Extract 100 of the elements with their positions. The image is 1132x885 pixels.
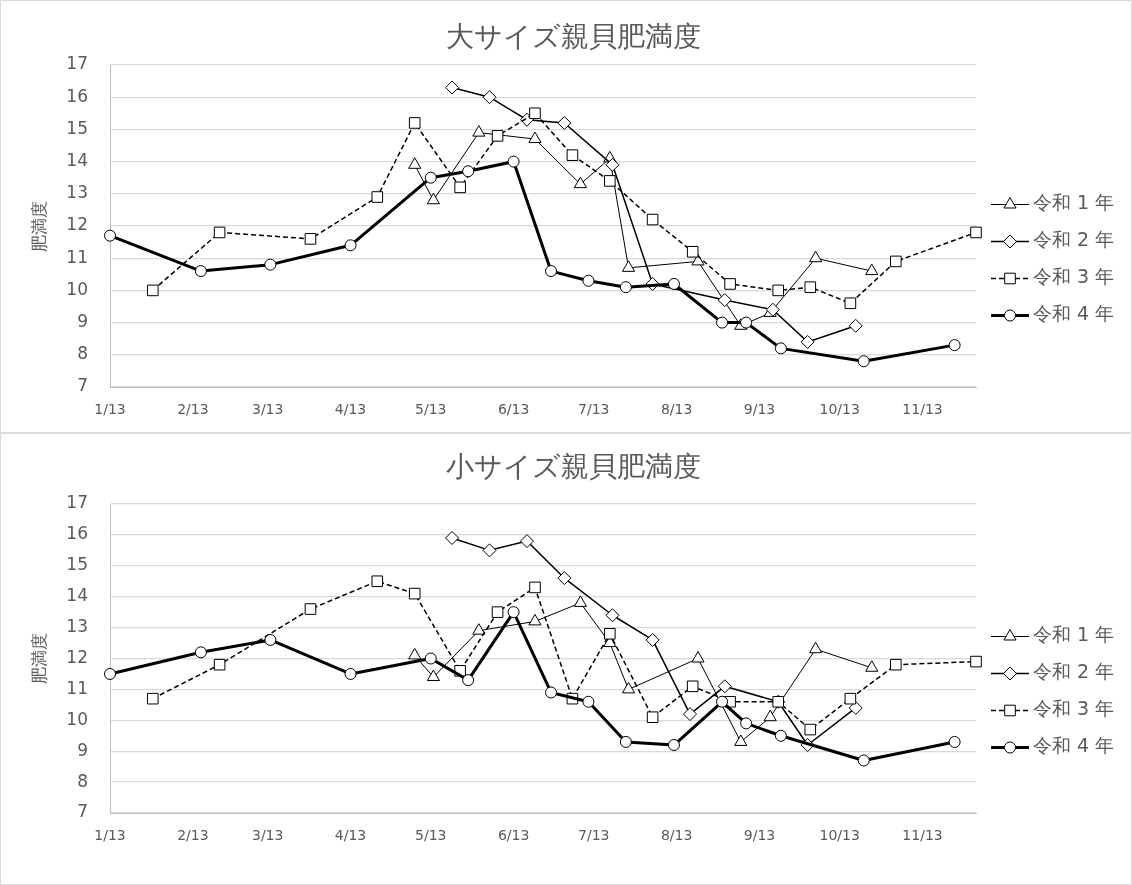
y-tick-label: 17 [66,492,88,513]
x-tick-label: 6/13 [497,827,530,844]
point [605,157,620,172]
point [408,157,422,169]
x-tick-label: 8/13 [660,401,693,418]
point [604,627,616,640]
y-tick-label: 13 [66,182,88,203]
point [724,278,736,290]
point [772,695,785,708]
point [800,334,815,349]
legend-label: 令和 1 年 [1033,623,1115,646]
point [573,595,587,607]
legend-label: 令和 1 年 [1033,191,1115,214]
y-tick-label: 10 [66,708,88,729]
point [264,633,277,646]
point [462,165,475,178]
point [545,265,558,278]
point [857,355,870,368]
point [646,213,659,226]
point [582,695,595,708]
point [740,717,753,730]
point [557,115,572,130]
x-tick-label: 10/13 [819,401,860,418]
y-tick-label: 15 [66,117,88,138]
x-tick-label: 6/13 [497,401,530,418]
point [472,125,486,137]
point [491,606,504,618]
x-tick-label: 8/13 [660,827,693,844]
x-tick-label: 9/13 [743,827,776,844]
point [716,316,729,329]
point [454,181,466,194]
y-tick-label: 8 [77,770,88,791]
y-tick-label: 8 [77,343,88,364]
point [774,729,787,742]
x-tick-label: 2/13 [177,401,209,418]
point [264,258,277,271]
point [491,130,504,142]
point [371,191,384,203]
point [304,603,317,615]
point [686,680,699,693]
y-tick-label: 14 [66,150,88,171]
point [970,655,982,668]
x-tick-label: 11/13 [902,827,943,844]
point [528,131,542,144]
point [528,613,542,626]
y-tick-label: 11 [66,246,88,267]
point [462,674,475,687]
point [844,297,857,310]
x-tick-label: 1/13 [94,827,126,844]
legend-label: 令和 3 年 [1033,697,1115,720]
point [948,735,961,748]
point [557,571,572,586]
point [621,260,636,272]
point [566,149,579,161]
y-tick-label: 11 [66,677,88,698]
point [426,192,440,205]
y-tick-label: 12 [66,646,88,667]
y-tick-label: 7 [77,375,88,396]
point [426,669,440,682]
point [472,623,486,635]
point [772,284,785,297]
point [507,606,520,619]
point [482,543,497,558]
point [857,754,870,767]
legend-label: 令和 2 年 [1033,660,1115,683]
y-axis-title: 肥満度 [28,200,49,252]
point [645,632,660,647]
legend-label: 令和 4 年 [1033,302,1115,325]
point [619,281,632,294]
point [804,281,817,293]
point [507,155,520,168]
point [763,709,777,722]
x-tick-label: 9/13 [743,401,776,418]
y-tick-label: 12 [66,214,88,235]
point [424,652,437,665]
point [573,176,587,189]
y-tick-label: 14 [66,585,88,606]
y-tick-label: 16 [66,85,88,106]
x-tick-label: 4/13 [334,401,367,418]
y-tick-label: 9 [77,739,88,760]
y-axis-title: 肥満度 [28,633,49,684]
point [774,342,787,355]
x-tick-label: 5/13 [415,401,447,418]
point [691,651,705,663]
point [865,660,879,672]
point [424,171,437,184]
x-tick-label: 7/13 [578,401,610,418]
point [844,692,857,705]
x-tick-label: 3/13 [251,827,284,844]
x-tick-label: 1/13 [94,401,126,418]
point [605,608,620,623]
point [865,263,879,276]
chart-title: 小サイズ親貝肥満度 [444,450,702,484]
point [619,735,632,748]
point [948,339,961,352]
x-tick-label: 7/13 [578,827,610,844]
y-tick-label: 16 [66,523,88,544]
point [734,734,748,746]
point [529,581,541,594]
x-tick-label: 5/13 [415,827,447,844]
